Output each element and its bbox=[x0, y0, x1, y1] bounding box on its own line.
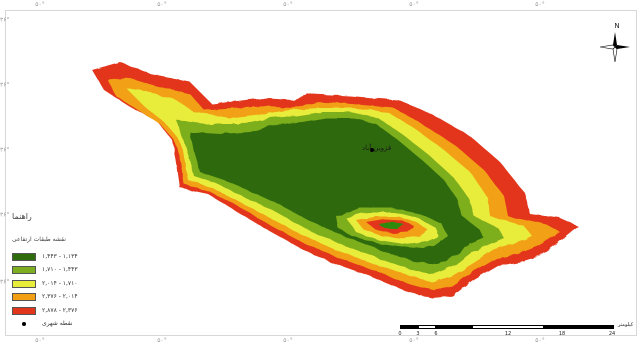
legend-item: ۲,۳۷۶ - ۲,۸۷۸ bbox=[12, 306, 78, 315]
scale-unit: کیلومتر bbox=[618, 322, 634, 328]
grid-tick-bottom: ۵۰° bbox=[157, 337, 167, 344]
grid-tick-bottom: ۵۰° bbox=[409, 337, 419, 344]
legend-item-point: نقطه شهری bbox=[12, 319, 73, 328]
grid-tick-top: ۵۰° bbox=[535, 1, 545, 8]
north-label: N bbox=[614, 22, 620, 30]
scale-segment bbox=[400, 325, 418, 329]
grid-tick-left: ۳۶° bbox=[0, 16, 10, 24]
grid-tick-left: ۳۶° bbox=[0, 81, 10, 89]
grid-tick-top: ۵۰° bbox=[157, 1, 167, 8]
legend-title: راهنما bbox=[12, 212, 32, 221]
legend-item: ۲,۰۱۴ - ۲,۳۷۶ bbox=[12, 292, 78, 301]
north-arrow-icon bbox=[599, 32, 630, 63]
city-label: قزوین آباد bbox=[362, 144, 392, 152]
map-neatline bbox=[5, 10, 637, 336]
grid-tick-left: ۳۶° bbox=[0, 146, 10, 154]
scale-label: 6 bbox=[434, 331, 438, 337]
legend-subtitle: نقشه طبقات ارتفاعی bbox=[12, 236, 66, 243]
legend-label: ۱,۱۳۴ - ۱,۴۴۳ bbox=[42, 253, 78, 260]
grid-tick-top: ۵۰° bbox=[283, 1, 293, 8]
city-point-marker bbox=[370, 148, 374, 152]
scale-bar: 0 3 6 12 18 24 bbox=[398, 325, 616, 341]
legend-swatch bbox=[12, 292, 36, 301]
grid-tick-left: ۳۶° bbox=[0, 211, 10, 219]
scale-label: 12 bbox=[504, 331, 512, 337]
legend-item: ۱,۴۴۳ - ۱,۷۱۰ bbox=[12, 265, 78, 274]
grid-tick-bottom: ۵۰° bbox=[283, 337, 293, 344]
grid-tick-top: ۵۰° bbox=[409, 1, 419, 8]
legend-item: ۱,۷۱۰ - ۲,۰۱۴ bbox=[12, 279, 78, 288]
grid-tick-top: ۵۰° bbox=[35, 1, 45, 8]
legend-swatch bbox=[12, 306, 36, 315]
city-point-icon bbox=[22, 321, 26, 326]
scale-label: 3 bbox=[416, 331, 420, 337]
island-core-class1 bbox=[378, 222, 404, 229]
scale-segment bbox=[436, 325, 472, 329]
scale-label: 18 bbox=[558, 331, 566, 337]
scale-label: 0 bbox=[398, 331, 402, 337]
legend-item: ۱,۱۳۴ - ۱,۴۴۳ bbox=[12, 252, 78, 261]
legend-swatch bbox=[12, 252, 36, 261]
legend-swatch bbox=[12, 265, 36, 274]
legend-label: ۲,۰۱۴ - ۲,۳۷۶ bbox=[42, 293, 78, 300]
legend-label: ۲,۳۷۶ - ۲,۸۷۸ bbox=[42, 307, 78, 314]
grid-tick-bottom: ۵۰° bbox=[35, 337, 45, 344]
scale-segment bbox=[472, 325, 544, 329]
legend-label: نقطه شهری bbox=[42, 320, 73, 327]
scale-segment bbox=[418, 325, 436, 329]
legend-label: ۱,۴۴۳ - ۱,۷۱۰ bbox=[42, 266, 78, 273]
legend-label: ۱,۷۱۰ - ۲,۰۱۴ bbox=[42, 280, 78, 287]
scale-label: 24 bbox=[608, 331, 616, 337]
grid-tick-left: ۳۶° bbox=[0, 278, 10, 286]
legend-swatch bbox=[12, 279, 36, 288]
scale-segment bbox=[544, 325, 614, 329]
grid-tick-bottom: ۵۰° bbox=[535, 337, 545, 344]
